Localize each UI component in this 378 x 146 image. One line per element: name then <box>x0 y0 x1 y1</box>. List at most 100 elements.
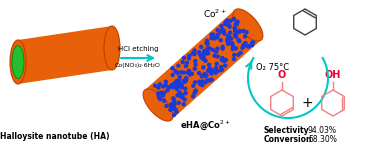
Circle shape <box>181 70 186 75</box>
Circle shape <box>156 86 161 90</box>
Circle shape <box>199 45 203 49</box>
Ellipse shape <box>12 46 24 79</box>
Text: +: + <box>301 96 313 110</box>
Circle shape <box>183 91 188 95</box>
Circle shape <box>219 24 224 28</box>
Circle shape <box>197 79 201 84</box>
Circle shape <box>167 85 171 90</box>
Circle shape <box>176 83 180 87</box>
Circle shape <box>210 78 214 82</box>
Text: 94.03%: 94.03% <box>308 126 337 135</box>
Circle shape <box>242 44 246 48</box>
Circle shape <box>236 30 241 34</box>
Circle shape <box>203 59 208 63</box>
Circle shape <box>186 70 190 75</box>
Circle shape <box>237 39 242 43</box>
Circle shape <box>191 84 195 88</box>
Circle shape <box>204 73 209 78</box>
Circle shape <box>201 51 206 56</box>
Circle shape <box>247 44 251 48</box>
Circle shape <box>174 107 178 112</box>
Circle shape <box>238 29 242 34</box>
Circle shape <box>220 56 225 60</box>
Circle shape <box>172 81 176 86</box>
Circle shape <box>182 56 186 60</box>
Circle shape <box>234 22 238 26</box>
Circle shape <box>228 35 232 40</box>
Circle shape <box>203 72 207 76</box>
Circle shape <box>168 108 173 112</box>
Circle shape <box>216 32 220 37</box>
Circle shape <box>246 44 250 49</box>
Circle shape <box>223 58 227 62</box>
Circle shape <box>209 68 213 72</box>
Ellipse shape <box>104 26 120 70</box>
Circle shape <box>164 83 168 87</box>
Circle shape <box>156 92 160 96</box>
Circle shape <box>226 23 230 27</box>
Circle shape <box>237 38 241 42</box>
Circle shape <box>234 46 238 51</box>
Circle shape <box>201 57 206 62</box>
Text: O: O <box>278 70 286 80</box>
Circle shape <box>226 42 230 46</box>
Circle shape <box>192 48 197 53</box>
Ellipse shape <box>143 89 173 121</box>
Circle shape <box>204 41 209 45</box>
Circle shape <box>231 17 236 21</box>
Circle shape <box>170 66 175 71</box>
Circle shape <box>204 49 209 54</box>
Circle shape <box>177 101 181 105</box>
Circle shape <box>201 73 206 77</box>
Circle shape <box>203 80 208 85</box>
Circle shape <box>199 55 204 60</box>
Circle shape <box>234 35 238 39</box>
Circle shape <box>230 41 234 45</box>
Circle shape <box>191 51 195 56</box>
Circle shape <box>250 43 254 47</box>
Circle shape <box>219 29 223 34</box>
Circle shape <box>219 68 223 72</box>
Circle shape <box>241 29 246 33</box>
Circle shape <box>235 30 240 35</box>
Circle shape <box>228 30 232 35</box>
Circle shape <box>215 54 220 59</box>
Circle shape <box>171 96 175 101</box>
Circle shape <box>157 95 161 100</box>
Circle shape <box>205 51 209 56</box>
Circle shape <box>180 95 184 99</box>
Circle shape <box>207 78 211 82</box>
Circle shape <box>214 49 218 54</box>
Circle shape <box>229 36 233 41</box>
Circle shape <box>175 85 180 89</box>
Circle shape <box>208 66 212 71</box>
Circle shape <box>215 35 219 40</box>
Circle shape <box>178 81 182 86</box>
Circle shape <box>243 41 248 45</box>
Circle shape <box>220 67 224 72</box>
Circle shape <box>231 43 235 47</box>
Text: eHA@Co$^{2+}$: eHA@Co$^{2+}$ <box>180 118 231 132</box>
Circle shape <box>225 38 229 42</box>
Circle shape <box>220 58 224 62</box>
Circle shape <box>162 99 166 103</box>
Circle shape <box>178 75 182 79</box>
Circle shape <box>180 93 184 97</box>
Circle shape <box>182 79 186 83</box>
Circle shape <box>187 56 191 61</box>
Circle shape <box>201 73 206 78</box>
Circle shape <box>200 83 204 87</box>
Circle shape <box>226 34 230 38</box>
Circle shape <box>175 71 180 75</box>
Circle shape <box>175 87 179 91</box>
Circle shape <box>161 84 166 89</box>
Circle shape <box>215 46 220 51</box>
Circle shape <box>251 40 255 45</box>
Circle shape <box>164 80 168 84</box>
Circle shape <box>209 36 214 40</box>
Text: HCl etching: HCl etching <box>118 46 158 52</box>
Circle shape <box>191 94 195 99</box>
Circle shape <box>202 49 206 53</box>
Circle shape <box>215 28 220 32</box>
Text: O₂ 75°C: O₂ 75°C <box>256 64 289 73</box>
